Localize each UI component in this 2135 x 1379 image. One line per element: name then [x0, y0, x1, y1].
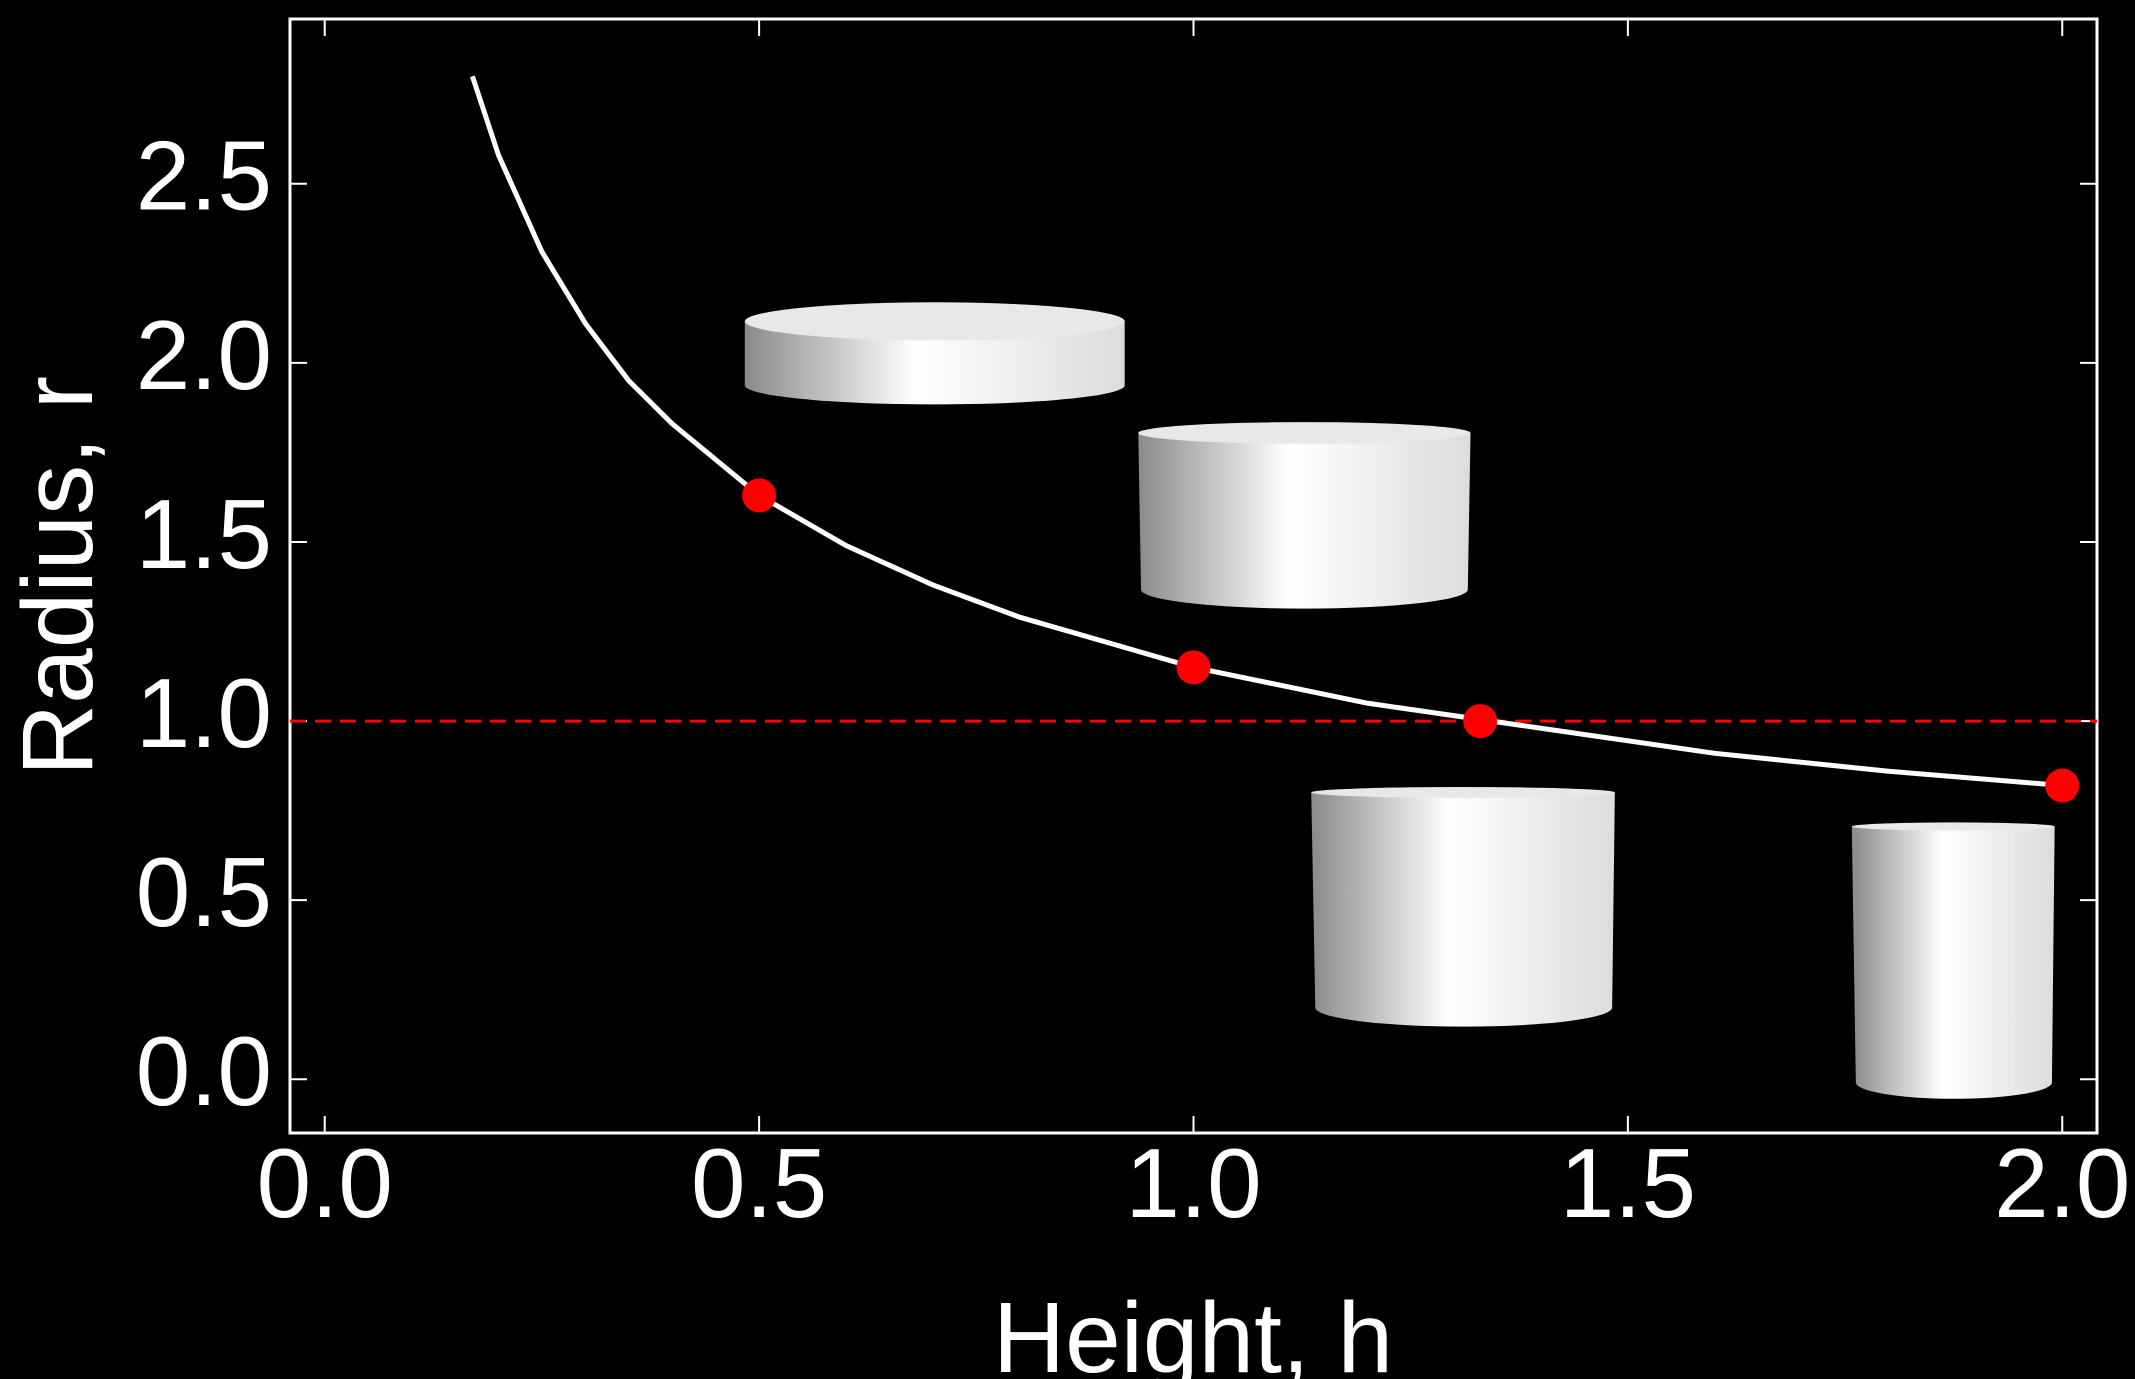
x-axis-label: Height, h: [993, 1282, 1393, 1379]
x-tick-label: 1.5: [1560, 1128, 1696, 1238]
y-tick-label: 2.0: [136, 300, 272, 410]
point: [1176, 650, 1211, 685]
y-tick-label: 2.5: [136, 121, 272, 231]
cylinder: [1138, 422, 1471, 609]
x-tick-label: 0.5: [691, 1128, 827, 1238]
point: [742, 478, 777, 513]
point: [1463, 704, 1498, 739]
y-tick-label: 0.5: [136, 837, 272, 947]
x-tick-label: 2.0: [1994, 1128, 2130, 1238]
cylinder-illustrations: [744, 302, 2055, 1099]
y-tick-label: 1.0: [136, 658, 272, 768]
cylinder: [744, 302, 1125, 405]
y-tick-label: 1.5: [136, 479, 272, 589]
point: [2045, 768, 2080, 803]
cylinder: [1311, 787, 1615, 1027]
y-tick-label: 0.0: [136, 1016, 272, 1126]
curve: [470, 75, 2063, 789]
x-tick-label: 0.0: [257, 1128, 393, 1238]
y-axis-label: Radius, r: [2, 376, 114, 776]
x-tick-label: 1.0: [1125, 1128, 1261, 1238]
cylinder: [1851, 822, 2055, 1099]
